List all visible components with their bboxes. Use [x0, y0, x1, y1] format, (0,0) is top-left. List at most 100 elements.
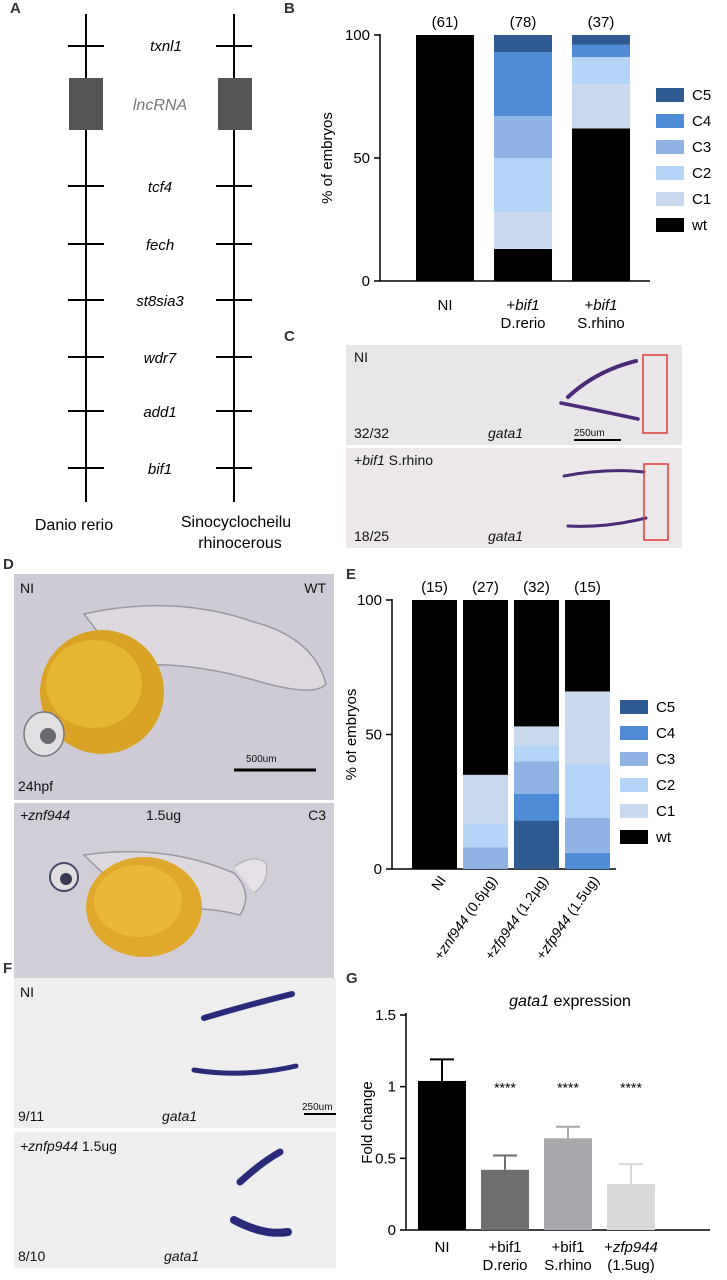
scale-label-c: 250um: [574, 428, 605, 439]
synteny-diagram: txnl1 lncRNA tcf4 fech st8sia3 wdr7 add1…: [35, 14, 290, 552]
bar-segment-C2-1: [463, 823, 508, 848]
significance-2: ****: [557, 1080, 579, 1096]
legend-label-C3: C3: [692, 139, 711, 156]
category-label-0-0: NI: [438, 297, 453, 314]
category-label-2-0: +bif1: [585, 297, 618, 314]
bar-segment-C1-1: [463, 774, 508, 824]
label-c-top-ni: NI: [354, 349, 368, 365]
micrograph-f-top: NI 9/11 gata1 250um: [14, 978, 336, 1128]
roi-box-c-bottom: [643, 463, 669, 541]
y-axis-label: % of embryos: [346, 689, 360, 781]
count-label-2: (37): [588, 14, 615, 31]
dose: (1.5ug): [561, 873, 602, 922]
micrograph-c-bottom: +bif1 S.rhino 18/25 gata1: [346, 448, 682, 548]
gene-label-st8sia3: st8sia3: [136, 293, 184, 310]
panel-letter-c: C: [284, 328, 295, 345]
bar-segment-C5-2: [514, 820, 559, 869]
bar-segment-C4-2: [514, 793, 559, 821]
gata1-stain-f-bottom: [230, 1148, 292, 1237]
bar-segment-wt-0: [412, 600, 457, 869]
bar-segment-C2-1: [494, 158, 552, 213]
bar-segment-C4-2: [572, 44, 630, 58]
y-tick-label-1.5: 1.5: [375, 1007, 396, 1024]
legend-swatch-C2: [656, 166, 684, 180]
category-label-3-0: +zfp944: [604, 1239, 658, 1256]
bar-segment-wt-0: [416, 35, 474, 281]
bar-2: [544, 1138, 592, 1230]
gene-label-bif1: bif1: [148, 461, 172, 478]
count-c-top: 32/32: [354, 425, 390, 441]
legend-swatch-wt: [656, 218, 684, 232]
count-label-1: (78): [510, 14, 537, 31]
panel-letter-a: A: [10, 0, 21, 17]
species-label-sino-line1: Sinocyclocheilus: [181, 514, 290, 531]
panel-letter-b: B: [284, 0, 295, 17]
count-label-0: (61): [432, 14, 459, 31]
gene-name: zfp944: [485, 912, 523, 957]
gene-name: zfp944: [612, 1239, 658, 1256]
label-c-bottom-prefix: +: [354, 452, 363, 468]
y-tick-label-100: 100: [345, 27, 370, 44]
plus-sign: +: [585, 297, 594, 314]
gene-label-tcf4: tcf4: [148, 179, 172, 196]
panel-letter-e: E: [346, 566, 357, 583]
gene-label-fech: fech: [146, 237, 174, 254]
gene-name: bif1: [593, 297, 617, 314]
roi-box-c-top: [642, 354, 668, 434]
legend-swatch-C1: [620, 804, 648, 818]
count-label-3: (15): [574, 580, 601, 596]
legend-label-C1: C1: [692, 191, 711, 208]
y-tick-label-100: 100: [357, 592, 382, 609]
class-d-bottom: C3: [308, 807, 326, 823]
legend-swatch-C1: [656, 192, 684, 206]
micrograph-d-top: NI WT 24hpf 500um: [14, 574, 334, 800]
stage-d-top: 24hpf: [18, 778, 54, 794]
bar-segment-wt-2: [514, 600, 559, 727]
category-label-3-1: (1.5ug): [607, 1257, 655, 1274]
gene-label-add1: add1: [143, 404, 176, 421]
category-label-1-0: +bif1: [507, 297, 540, 314]
category-label-1-0: +bif1: [489, 1239, 522, 1256]
legend-label-C4: C4: [656, 725, 675, 742]
chart-g: gata1 expression 0 0.5 1 1.5 Fold change NI ***…: [360, 993, 710, 1274]
label-f-bottom: +znfp944 1.5ug: [20, 1138, 117, 1154]
gene-c-bottom: gata1: [488, 528, 524, 544]
lncrna-block-danio: [69, 78, 103, 130]
bar-segment-C2-3: [565, 764, 610, 818]
panel-letter-g: G: [346, 970, 358, 987]
count-c-bottom: 18/25: [354, 528, 390, 544]
scale-label-d: 500um: [246, 754, 277, 765]
gene-f-bottom: gata1: [164, 1248, 200, 1264]
bar-segment-C5-2: [572, 35, 630, 45]
legend-label-C3: C3: [656, 751, 675, 768]
legend-swatch-C4: [656, 114, 684, 128]
embryo-wt: [23, 604, 327, 772]
gene-label-txnl1: txnl1: [150, 38, 182, 55]
genotype-d-top: WT: [304, 580, 326, 596]
title-gene: gata1: [509, 993, 549, 1010]
dose: (0.6μg): [459, 873, 500, 922]
label-f-bottom-gene: +znfp944: [20, 1138, 78, 1154]
bar-3: [607, 1184, 655, 1230]
label-d-bottom-gene: +znf944: [20, 807, 71, 823]
category-label-0: NI: [428, 873, 449, 894]
category-label-1-1: D.rerio: [500, 315, 545, 330]
category-label-0-0: NI: [435, 1239, 450, 1256]
legend-label-C4: C4: [692, 113, 711, 130]
bar-segment-C2-2: [514, 745, 559, 762]
bar-segment-wt-2: [572, 128, 630, 281]
gene-name: bif1: [515, 297, 539, 314]
bar-0: [418, 1080, 466, 1230]
legend-swatch-C5: [620, 700, 648, 714]
micrograph-c-top: NI 32/32 gata1 250um: [346, 345, 682, 445]
gata1-stain-f-top: [191, 991, 336, 1115]
category-label-1-1: D.rerio: [482, 1257, 527, 1274]
legend-swatch-C4: [620, 726, 648, 740]
count-f-bottom: 8/10: [18, 1248, 46, 1264]
y-tick-label-50: 50: [353, 150, 370, 167]
scale-label-f: 250um: [302, 1102, 333, 1113]
y-tick-label-0: 0: [362, 273, 370, 290]
significance-1: ****: [494, 1080, 516, 1096]
